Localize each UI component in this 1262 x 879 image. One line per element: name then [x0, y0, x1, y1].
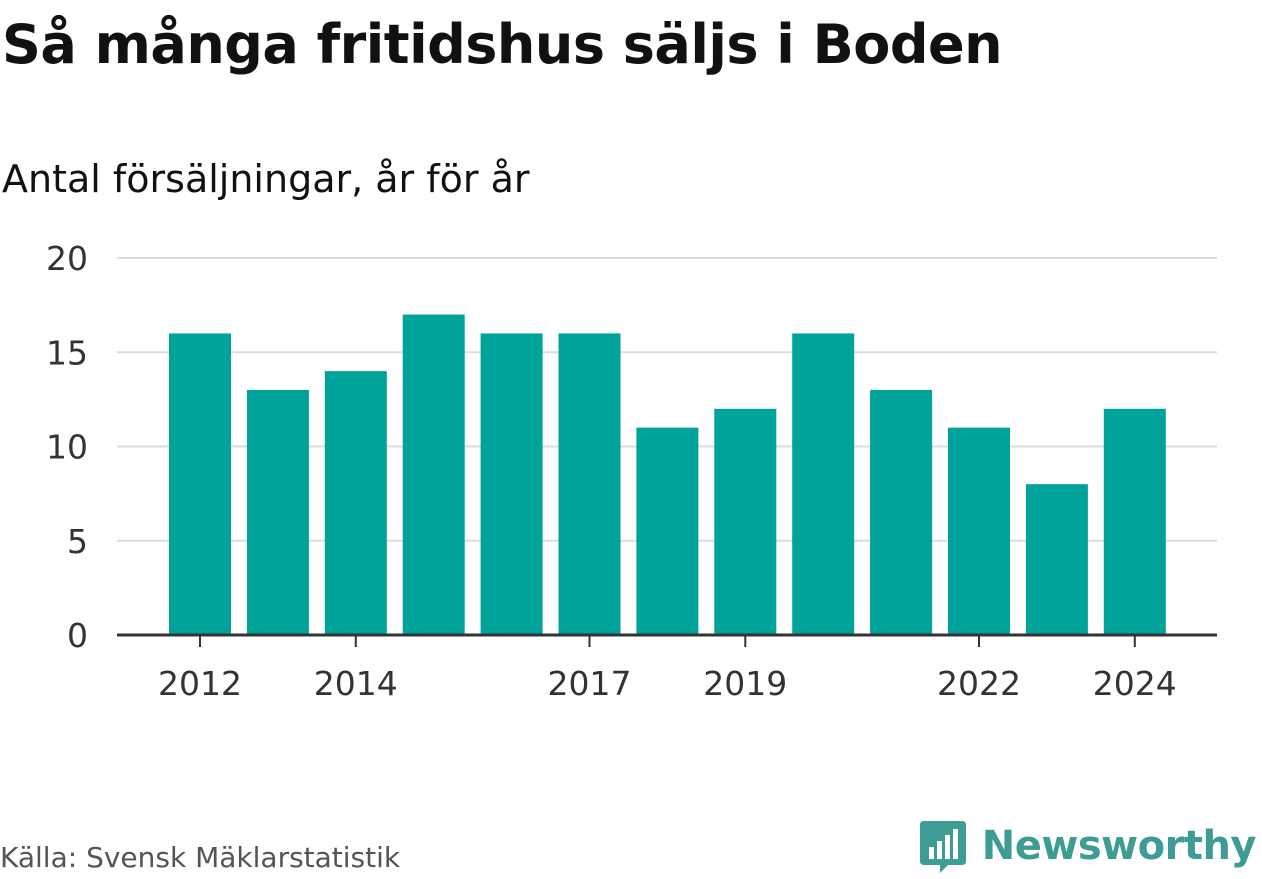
bar — [792, 333, 855, 635]
brand-logo: Newsworthy — [918, 818, 1257, 874]
bar — [1103, 408, 1166, 635]
bar — [714, 408, 777, 635]
chart-title: Så många fritidshus säljs i Boden — [2, 13, 1003, 76]
source-note: Källa: Svensk Mäklarstatistik — [0, 841, 401, 874]
bar — [324, 371, 387, 635]
bar — [870, 389, 933, 635]
x-tick-label: 2024 — [1093, 664, 1177, 703]
bar — [402, 314, 465, 635]
bar — [169, 333, 231, 635]
bar — [1025, 484, 1088, 635]
bar — [480, 333, 543, 635]
y-tick-label: 0 — [67, 616, 88, 655]
x-tick-label: 2017 — [548, 664, 632, 703]
y-tick-label: 10 — [46, 428, 88, 467]
chart-subtitle: Antal försäljningar, år för år — [2, 157, 530, 201]
newsworthy-logo-icon — [919, 821, 966, 873]
y-tick-label: 5 — [67, 522, 88, 561]
y-tick-label: 15 — [46, 333, 88, 372]
x-tick-label: 2012 — [158, 664, 242, 703]
bar — [948, 427, 1010, 635]
x-tick-label: 2022 — [937, 664, 1021, 703]
y-tick-label: 20 — [46, 239, 88, 278]
x-tick-label: 2019 — [703, 664, 787, 703]
bar — [246, 389, 309, 635]
bar — [636, 427, 699, 635]
x-tick-label: 2014 — [314, 664, 398, 703]
brand-name: Newsworthy — [981, 823, 1257, 869]
bar — [558, 333, 621, 635]
